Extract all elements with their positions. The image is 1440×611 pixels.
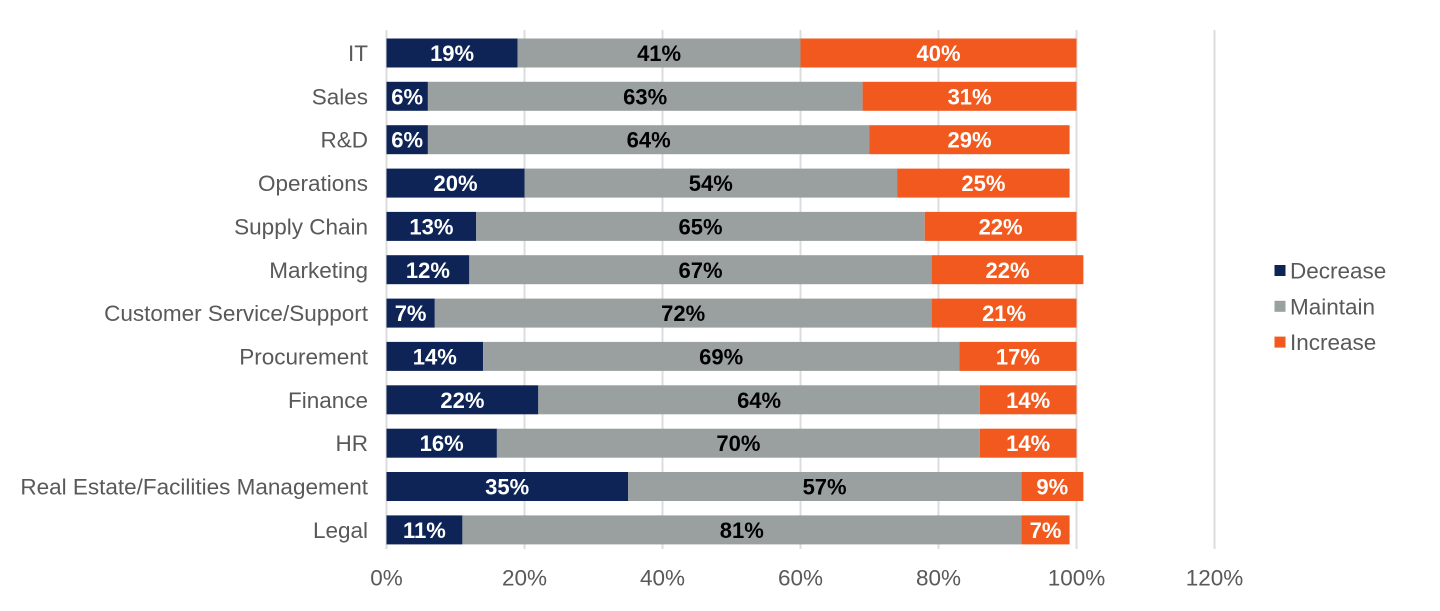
svg-text:14%: 14% [413, 344, 457, 369]
svg-text:80%: 80% [916, 566, 961, 591]
svg-text:11%: 11% [403, 518, 446, 543]
svg-text:29%: 29% [947, 128, 991, 153]
svg-text:9%: 9% [1036, 475, 1068, 500]
svg-text:Customer Service/Support: Customer Service/Support [104, 301, 369, 326]
svg-text:41%: 41% [637, 41, 681, 66]
svg-text:Sales: Sales [312, 84, 368, 109]
svg-text:64%: 64% [737, 388, 781, 413]
svg-text:Finance: Finance [288, 388, 368, 413]
svg-text:20%: 20% [502, 566, 547, 591]
svg-text:16%: 16% [420, 431, 464, 456]
svg-text:20%: 20% [433, 171, 477, 196]
svg-text:17%: 17% [996, 344, 1040, 369]
svg-text:72%: 72% [661, 301, 705, 326]
svg-text:Operations: Operations [258, 171, 368, 196]
svg-text:70%: 70% [716, 431, 760, 456]
svg-text:Legal: Legal [313, 518, 368, 543]
svg-text:14%: 14% [1006, 388, 1050, 413]
svg-text:Increase: Increase [1290, 330, 1376, 355]
svg-text:14%: 14% [1006, 431, 1050, 456]
svg-text:HR: HR [336, 431, 369, 456]
svg-text:22%: 22% [440, 388, 484, 413]
svg-text:6%: 6% [391, 128, 423, 153]
svg-text:65%: 65% [678, 214, 722, 239]
svg-text:Supply Chain: Supply Chain [234, 214, 368, 239]
svg-text:63%: 63% [623, 84, 667, 109]
svg-text:40%: 40% [916, 41, 960, 66]
svg-text:Procurement: Procurement [239, 344, 369, 369]
svg-text:31%: 31% [948, 84, 992, 109]
svg-text:Real Estate/Facilities Managem: Real Estate/Facilities Management [20, 475, 368, 500]
svg-text:57%: 57% [803, 475, 847, 500]
svg-text:40%: 40% [640, 566, 685, 591]
svg-text:19%: 19% [430, 41, 474, 66]
svg-text:22%: 22% [979, 214, 1023, 239]
svg-text:60%: 60% [778, 566, 823, 591]
svg-text:IT: IT [348, 41, 368, 66]
svg-text:25%: 25% [961, 171, 1005, 196]
svg-text:13%: 13% [409, 214, 453, 239]
svg-text:120%: 120% [1186, 566, 1244, 591]
svg-text:Maintain: Maintain [1290, 294, 1375, 319]
svg-text:81%: 81% [720, 518, 764, 543]
svg-text:22%: 22% [985, 258, 1029, 283]
svg-text:0%: 0% [370, 566, 403, 591]
svg-text:R&D: R&D [320, 128, 368, 153]
svg-text:100%: 100% [1048, 566, 1106, 591]
svg-text:54%: 54% [689, 171, 733, 196]
svg-text:35%: 35% [485, 475, 529, 500]
svg-text:7%: 7% [395, 301, 427, 326]
svg-text:21%: 21% [982, 301, 1026, 326]
svg-text:Marketing: Marketing [269, 258, 368, 283]
svg-text:64%: 64% [627, 128, 671, 153]
svg-text:67%: 67% [678, 258, 722, 283]
svg-text:69%: 69% [699, 344, 743, 369]
svg-text:Decrease: Decrease [1290, 259, 1386, 284]
svg-text:12%: 12% [406, 258, 450, 283]
svg-text:7%: 7% [1030, 518, 1062, 543]
svg-text:6%: 6% [391, 84, 423, 109]
